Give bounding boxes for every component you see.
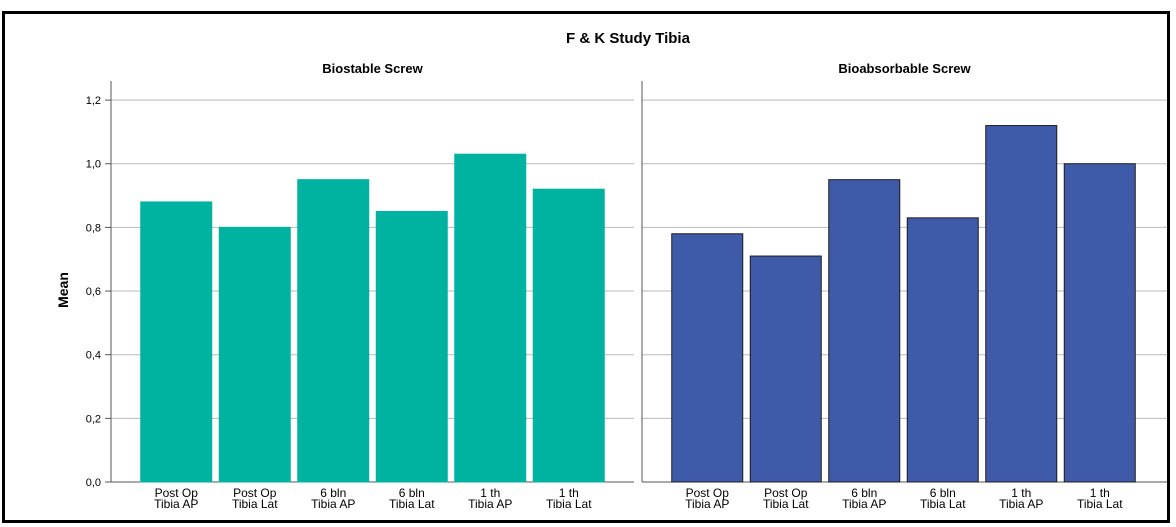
- bar: [218, 226, 291, 483]
- y-tick-label: 0,6: [86, 286, 101, 298]
- x-category-label: Tibia Lat: [1077, 497, 1123, 511]
- x-category-label: Tibia Lat: [763, 497, 809, 511]
- y-tick-label: 1,2: [86, 95, 101, 107]
- chart-svg: F & K Study Tibia Mean 0,0 0,2 0,4 0,6 0,8 1,…: [55, 30, 1167, 511]
- panel-title: Biostable Screw: [322, 61, 423, 76]
- bar: [140, 201, 213, 483]
- x-category-label: Tibia AP: [154, 497, 198, 511]
- x-category-label: Post Op: [764, 486, 808, 500]
- y-tick-label: 0,4: [86, 350, 101, 362]
- bar: [985, 125, 1058, 483]
- x-category-label: Tibia AP: [468, 497, 512, 511]
- x-category-label: Post Op: [686, 486, 730, 500]
- y-tick-label: 0,8: [86, 222, 101, 234]
- y-tick-label: 1,0: [86, 159, 101, 171]
- x-category-label: 1 th: [559, 486, 579, 500]
- chart-frame: F & K Study Tibia Mean 0,0 0,2 0,4 0,6 0,8 1,…: [2, 11, 1170, 523]
- x-category-label: Tibia AP: [842, 497, 886, 511]
- panels-layer: 0,0 0,2 0,4 0,6 0,8 1,0 1,2 Biostable Screw Post…: [86, 61, 1167, 511]
- x-category-label: Post Op: [233, 486, 277, 500]
- bar: [454, 153, 527, 483]
- bar: [828, 179, 901, 483]
- panel-title: Bioabsorbable Screw: [838, 61, 971, 76]
- bar: [375, 210, 448, 483]
- x-category-label: 1 th: [480, 486, 500, 500]
- x-category-label: 1 th: [1090, 486, 1110, 500]
- x-category-label: 6 bln: [399, 486, 425, 500]
- x-category-label: 6 bln: [930, 486, 956, 500]
- x-category-label: Tibia AP: [999, 497, 1043, 511]
- x-category-label: Tibia Lat: [546, 497, 592, 511]
- x-category-label: Tibia Lat: [389, 497, 435, 511]
- x-category-label: 6 bln: [851, 486, 877, 500]
- x-category-label: 1 th: [1011, 486, 1031, 500]
- chart-title: F & K Study Tibia: [566, 30, 691, 47]
- x-category-label: Tibia Lat: [232, 497, 278, 511]
- y-axis-label: Mean: [55, 272, 71, 308]
- bar: [671, 233, 744, 483]
- x-category-label: Tibia AP: [311, 497, 355, 511]
- y-tick-label: 0,2: [86, 413, 101, 425]
- x-category-label: Tibia AP: [685, 497, 729, 511]
- bar: [532, 188, 605, 483]
- x-category-label: Tibia Lat: [920, 497, 966, 511]
- bar: [906, 217, 979, 483]
- x-category-label: Post Op: [155, 486, 199, 500]
- bar: [1063, 163, 1136, 483]
- bar: [297, 179, 370, 483]
- bar: [749, 255, 822, 483]
- x-category-label: 6 bln: [320, 486, 346, 500]
- y-tick-label: 0,0: [86, 477, 101, 489]
